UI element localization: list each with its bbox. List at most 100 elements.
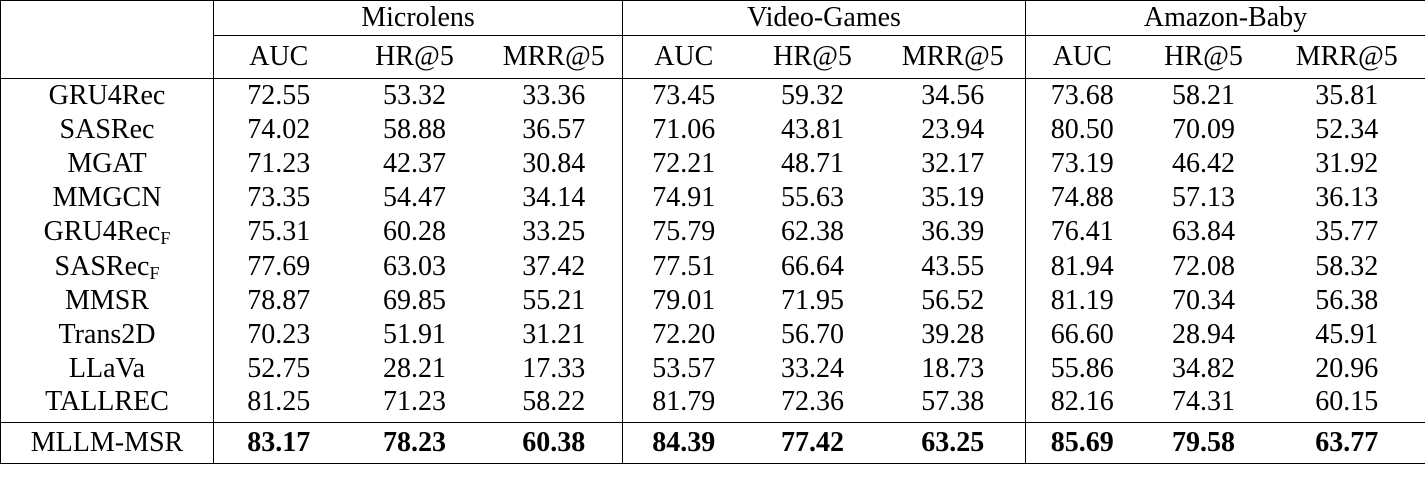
table-cell: 72.55	[247, 79, 311, 111]
metric-header: MRR@5	[1268, 35, 1425, 79]
method-name-cell: SASRecF	[0, 249, 214, 284]
table-cell: 70.09	[1172, 113, 1236, 145]
table-cell: 63.25	[880, 422, 1027, 465]
table-cell: 72.36	[781, 386, 845, 418]
metric-header: HR@5	[343, 35, 486, 79]
table-cell: 56.52	[880, 283, 1027, 318]
table-cell: 52.75	[247, 353, 311, 385]
table-cell: 81.19	[1050, 284, 1114, 316]
method-name: GRU4Rec	[48, 79, 166, 111]
table-body: GRU4Rec 72.55 53.32 33.36 73.45 59.32 34.56 73.…	[0, 78, 1425, 423]
table-cell: 33.36	[485, 78, 624, 113]
table-cell: 53.32	[383, 79, 446, 111]
table-cell: 71.06	[652, 113, 716, 145]
table-row: TALLREC 81.25 71.23 58.22 81.79 72.36 57.38 82.…	[0, 386, 1425, 423]
table-row: LLaVa 52.75 28.21 17.33 53.57 33.24 18.73 55.86…	[0, 352, 1425, 387]
table-cell: 58.32	[1268, 249, 1425, 284]
table-cell: 28.94	[1172, 318, 1236, 350]
table-cell: 77.51	[652, 250, 716, 282]
best-method-row: MLLM-MSR 83.17 78.23 60.38 84.39 77.42 6…	[0, 422, 1425, 465]
table-cell: 79.01	[652, 284, 716, 316]
table-cell: 72.20	[652, 318, 716, 350]
table-cell: 70.23	[247, 318, 311, 350]
group-header-video-games: Video-Games	[622, 0, 1027, 36]
table-cell: 42.37	[383, 147, 446, 179]
method-name-cell: SASRec	[0, 112, 214, 147]
table-cell: 57.38	[880, 386, 1027, 423]
method-name: MMSR	[64, 284, 150, 316]
metric-header-row: AUC HR@5 MRR@5 AUC HR@5 MRR@5 AUC HR@5 M…	[0, 35, 1425, 79]
table-cell: 36.39	[880, 215, 1027, 250]
method-name-cell: GRU4Rec	[0, 78, 214, 113]
table-cell: 55.21	[485, 283, 624, 318]
method-name-cell: MMSR	[0, 283, 214, 318]
table-cell: 74.88	[1050, 182, 1114, 214]
table-cell: 60.38	[485, 422, 624, 465]
table-cell: 55.63	[781, 182, 845, 214]
table-cell: 72.21	[652, 147, 716, 179]
metric-header: AUC	[1025, 35, 1139, 79]
table-cell: 81.79	[652, 386, 716, 418]
method-name: MGAT	[67, 147, 147, 179]
table-cell: 35.77	[1268, 215, 1425, 250]
method-name-cell: Trans2D	[0, 317, 214, 352]
method-subscript: F	[149, 262, 160, 283]
table-cell: 56.70	[781, 318, 845, 350]
table-cell: 35.81	[1268, 78, 1425, 113]
table-cell: 36.57	[485, 112, 624, 147]
table-cell: 45.91	[1268, 317, 1425, 352]
metric-header: AUC	[213, 35, 344, 79]
table-row: SASRecF 77.69 63.03 37.42 77.51 66.64 43.55 81.…	[0, 249, 1425, 284]
table-row: Trans2D 70.23 51.91 31.21 72.20 56.70 39.28 66.…	[0, 317, 1425, 352]
table-row: MMGCN 73.35 54.47 34.14 74.91 55.63 35.19 74.88…	[0, 181, 1425, 216]
table-cell: 76.41	[1050, 216, 1114, 248]
method-name: MMGCN	[52, 182, 162, 214]
table-cell: 43.81	[781, 113, 845, 145]
table-cell: 74.91	[652, 182, 716, 214]
table-cell: 46.42	[1172, 147, 1236, 179]
table-cell: 74.02	[247, 113, 311, 145]
table-cell: 57.13	[1172, 182, 1236, 214]
table-cell: 66.64	[781, 250, 845, 282]
table-cell: 39.28	[880, 317, 1027, 352]
table-cell: 63.77	[1268, 422, 1425, 465]
method-name: TALLREC	[45, 386, 169, 418]
table-cell: 62.38	[781, 216, 845, 248]
table-cell: 77.69	[247, 250, 311, 282]
table-cell: 18.73	[880, 352, 1027, 387]
metric-header: AUC	[622, 35, 745, 79]
table-cell: 33.25	[485, 215, 624, 250]
table-cell: 59.32	[781, 79, 845, 111]
table-cell: 60.28	[383, 216, 446, 248]
method-name: Trans2D	[58, 318, 156, 350]
method-name: LLaVa	[68, 353, 146, 385]
table-cell: 78.87	[247, 284, 311, 316]
table-cell: 30.84	[485, 146, 624, 182]
table-row: GRU4RecF 75.31 60.28 33.25 75.79 62.38 36.39 76…	[0, 215, 1425, 250]
table-cell: 31.21	[485, 317, 624, 352]
table-cell: 72.08	[1172, 250, 1236, 282]
table-cell: 73.35	[247, 182, 311, 214]
method-name-cell: MGAT	[0, 146, 214, 182]
table-cell: 63.03	[383, 250, 446, 282]
method-name: GRU4Rec	[43, 216, 161, 248]
table-cell: 73.19	[1050, 147, 1114, 179]
table-cell: 85.69	[1025, 422, 1139, 465]
group-header-microlens: Microlens	[213, 0, 624, 36]
table-cell: 36.13	[1268, 181, 1425, 216]
method-name-cell: TALLREC	[0, 386, 214, 423]
table-row: GRU4Rec 72.55 53.32 33.36 73.45 59.32 34.56 73.…	[0, 78, 1425, 113]
table-cell: 78.23	[343, 422, 486, 465]
table-cell: 17.33	[485, 352, 624, 387]
table-cell: 79.58	[1138, 422, 1269, 465]
table-cell: 73.45	[652, 79, 716, 111]
metric-header: MRR@5	[880, 35, 1027, 79]
table-row: MGAT 71.23 42.37 30.84 72.21 48.71 32.17 73.19 4…	[0, 146, 1425, 182]
table-cell: 53.57	[652, 353, 716, 385]
table-cell: 71.23	[247, 147, 311, 179]
table-cell: 82.16	[1050, 386, 1114, 418]
table-cell: 73.68	[1050, 79, 1114, 111]
corner-cell	[0, 0, 214, 36]
table-cell: 35.19	[880, 181, 1027, 216]
table-cell: 60.15	[1268, 386, 1425, 423]
